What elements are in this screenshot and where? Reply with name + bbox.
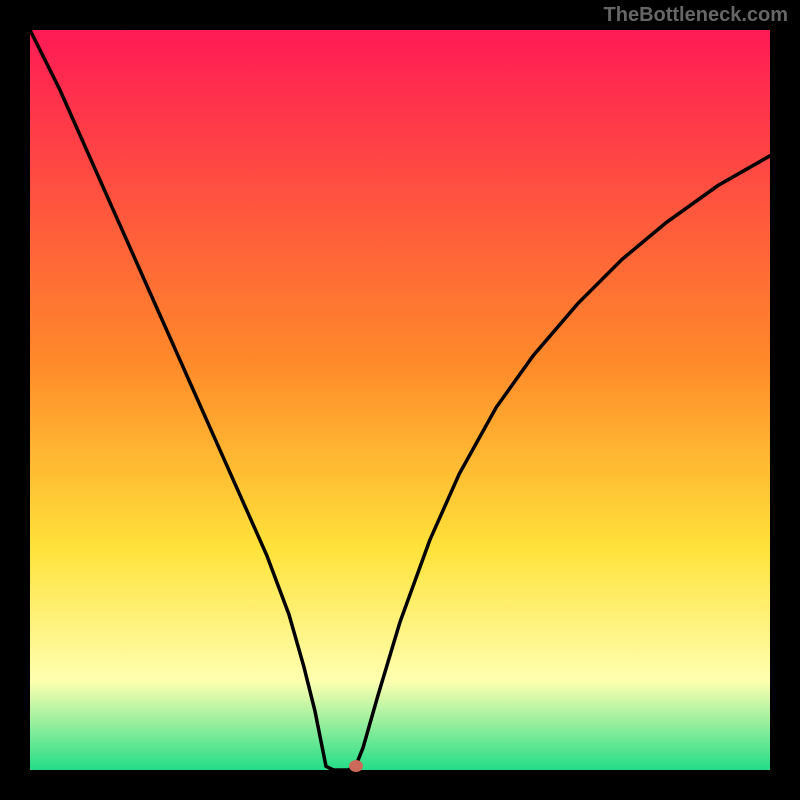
bottleneck-curve: [30, 30, 770, 770]
watermark-text: TheBottleneck.com: [604, 4, 788, 27]
chart-plot-area: [30, 30, 770, 770]
optimal-point-marker: [349, 760, 363, 772]
